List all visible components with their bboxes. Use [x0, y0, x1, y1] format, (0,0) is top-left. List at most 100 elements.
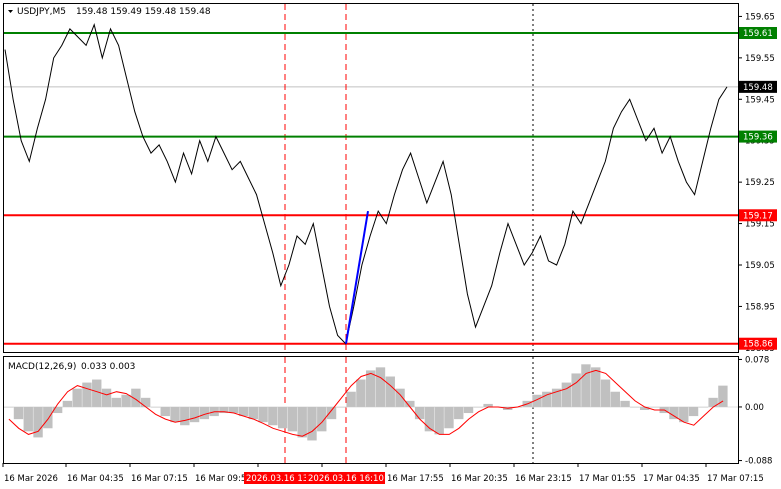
macd-histogram-bar — [72, 388, 82, 407]
macd-histogram-bar — [33, 406, 43, 438]
macd-histogram-bar — [366, 370, 376, 407]
time-tick-label: 16 Mar 07:15 — [131, 474, 188, 484]
macd-histogram-bar — [287, 406, 298, 432]
macd-histogram-bar — [424, 406, 435, 432]
macd-histogram-bar — [170, 406, 180, 423]
macd-histogram-bar — [571, 373, 581, 407]
macd-histogram-bar — [326, 406, 337, 420]
time-tick-label: 17 Mar 04:35 — [643, 474, 700, 484]
price-axis: 159.65159.55159.45159.35159.25159.15159.… — [738, 12, 777, 354]
macd-histogram-bar — [463, 406, 474, 414]
level-tag-red — [739, 209, 777, 222]
macd-histogram-bar — [111, 397, 122, 407]
macd-histogram-bar — [620, 400, 630, 407]
time-tick-label: 16 Mar 04:35 — [67, 474, 124, 484]
macd-histogram-bar — [52, 406, 63, 414]
macd-histogram-bar — [277, 406, 288, 429]
macd-histogram-bar — [639, 406, 650, 410]
macd-histogram-bar — [600, 379, 611, 407]
macd-histogram-bar — [336, 406, 347, 408]
macd-histogram-bar — [708, 397, 718, 407]
macd-histogram-bar — [346, 391, 356, 407]
time-tick-label: 16 Mar 20:35 — [451, 474, 508, 484]
macd-histogram-bar — [307, 406, 317, 441]
macd-histogram-bar — [297, 406, 307, 438]
macd-tick-label: -0.088 — [745, 457, 772, 467]
macd-signal-line — [8, 369, 724, 437]
price-series — [4, 23, 728, 345]
macd-histogram-bar — [219, 406, 229, 414]
level-tag-label: 158.86 — [743, 340, 773, 350]
macd-histogram-bar — [356, 379, 366, 407]
horizontal-levels[interactable] — [4, 32, 738, 345]
macd-histogram-bar — [101, 388, 112, 407]
macd-histogram-bar — [414, 406, 425, 420]
macd-histogram-bar — [679, 406, 689, 423]
dropdown-triangle-icon[interactable] — [8, 10, 13, 13]
time-axis: 16 Mar 2026 16 Mar 04:35 16 Mar 07:15 16 Ma… — [2, 463, 764, 484]
macd-histogram-bar — [13, 406, 24, 420]
macd-histogram-bar — [532, 394, 542, 407]
macd-header: MACD(12,26,9) 0.033 0.003 — [8, 362, 135, 372]
macd-histogram-bar — [317, 406, 327, 432]
macd-histogram-bar — [405, 400, 415, 407]
time-highlight-tag — [306, 472, 385, 484]
level-tag-label: 159.36 — [743, 133, 773, 143]
price-tick-label: 159.65 — [745, 12, 775, 22]
macd-histogram-bar — [268, 406, 278, 426]
level-tag-green — [739, 27, 777, 39]
macd-histogram-bar — [180, 406, 190, 426]
level-tag-green — [739, 130, 777, 143]
macd-histogram-bar — [581, 364, 591, 407]
price-tick-label: 159.25 — [745, 178, 775, 188]
macd-histogram-bar — [551, 388, 562, 407]
macd-histogram-bar — [473, 406, 484, 408]
macd-histogram-bar — [258, 406, 268, 423]
time-tick-label: 16 Mar 23:15 — [515, 474, 572, 484]
macd-histogram-bar — [229, 406, 239, 414]
macd-histogram-bar — [718, 385, 728, 407]
time-highlight-tag — [244, 472, 306, 484]
macd-histogram-bar — [248, 406, 258, 420]
macd-histogram-bar — [688, 406, 699, 417]
macd-histogram-bar — [189, 406, 200, 423]
price-tick-label: 159.55 — [745, 54, 775, 64]
time-highlight-label: 2026.03.16 13 — [246, 474, 308, 484]
price-tick-label: 159.05 — [745, 261, 775, 271]
time-tick-label: 16 Mar 2026 — [4, 474, 58, 484]
level-tag-label: 159.17 — [743, 211, 773, 221]
macd-histogram-bar — [199, 406, 210, 420]
trend-line[interactable] — [345, 210, 369, 344]
level-tag-label: 159.61 — [743, 29, 773, 39]
time-tick-label: 17 Mar 01:55 — [579, 474, 636, 484]
macd-name: MACD(12,26,9) — [8, 362, 76, 372]
macd-histogram-bar — [610, 391, 620, 407]
price-panel-frame — [3, 3, 739, 353]
macd-tick-label: 0.00 — [745, 403, 764, 413]
chart-header: USDJPY,M5 159.48 159.49 159.48 159.48 — [8, 7, 211, 17]
macd-histogram-bar — [160, 406, 170, 417]
macd-histogram-bar — [630, 406, 640, 408]
level-tag-red — [739, 337, 777, 350]
macd-histogram-bar — [43, 406, 53, 429]
macd-histogram-bar — [82, 382, 92, 407]
price-tick-label: 158.95 — [745, 302, 775, 312]
macd-histogram-bar — [454, 406, 464, 420]
symbol-label: USDJPY,M5 — [17, 7, 66, 17]
macd-histogram-bar — [395, 388, 405, 407]
macd-histogram-bar — [649, 406, 660, 408]
macd-axis: 0.078 0.00 -0.088 — [738, 355, 772, 467]
time-tick-label: 16 Mar 17:55 — [387, 474, 444, 484]
macd-histogram-bar — [23, 406, 33, 432]
macd-histogram-bar — [434, 406, 444, 435]
time-tick-label: 17 Mar 07:15 — [707, 474, 764, 484]
macd-indicator — [4, 364, 738, 441]
macd-histogram-bar — [121, 394, 131, 407]
macd-histogram-bar — [542, 391, 552, 407]
macd-histogram-bar — [483, 403, 493, 407]
macd-histogram-bar — [561, 382, 572, 407]
macd-values: 0.033 0.003 — [81, 362, 135, 372]
macd-histogram-bar — [669, 406, 679, 420]
macd-histogram-bar — [150, 406, 161, 408]
